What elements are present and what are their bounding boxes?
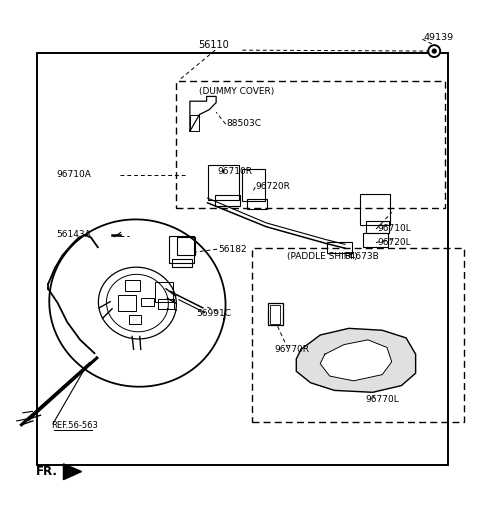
Text: 56143A: 56143A [56,230,91,239]
Text: 96710L: 96710L [377,224,411,233]
Text: 96720R: 96720R [255,182,290,191]
Text: 84673B: 84673B [344,253,379,261]
Text: 56182: 56182 [218,245,247,254]
Circle shape [428,45,441,57]
Text: (PADDLE SHIFT): (PADDLE SHIFT) [287,252,358,261]
Text: 49139: 49139 [424,33,454,42]
Polygon shape [296,328,416,392]
Polygon shape [320,340,392,381]
Circle shape [430,47,439,55]
Text: 96710R: 96710R [217,167,252,176]
Text: 56110: 56110 [198,40,229,50]
Text: 56991C: 56991C [196,309,231,318]
Text: 88503C: 88503C [227,119,262,128]
Circle shape [432,49,436,53]
Text: (DUMMY COVER): (DUMMY COVER) [199,87,275,96]
Text: 96720L: 96720L [377,238,411,247]
Text: 96770L: 96770L [365,395,399,404]
Text: FR.: FR. [36,465,58,478]
Text: REF.56-563: REF.56-563 [51,421,98,430]
Text: 96770R: 96770R [275,345,310,354]
Polygon shape [63,464,82,480]
Text: 96710A: 96710A [56,170,91,179]
